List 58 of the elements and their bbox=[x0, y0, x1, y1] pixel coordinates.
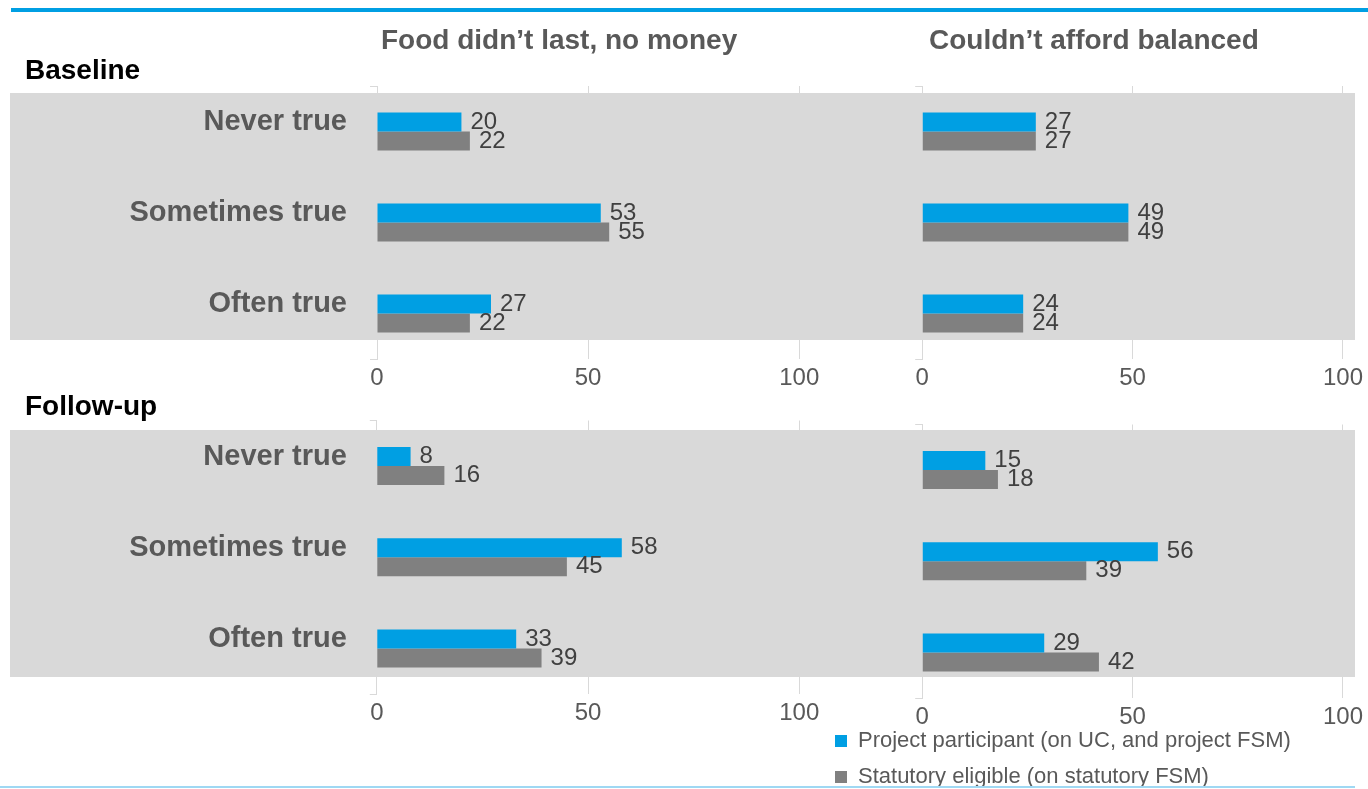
data-label: 16 bbox=[453, 460, 481, 488]
data-label: 42 bbox=[1107, 646, 1135, 674]
y-tick-label: Never true bbox=[203, 104, 347, 136]
bar bbox=[377, 131, 470, 151]
legend-label: Statutory eligible (on statutory FSM) bbox=[858, 763, 1209, 789]
bar bbox=[377, 112, 462, 132]
data-label: 29 bbox=[1053, 627, 1080, 655]
bar bbox=[922, 222, 1129, 242]
bar bbox=[922, 203, 1129, 223]
bar bbox=[377, 466, 445, 486]
x-tick-label: 0 bbox=[915, 702, 929, 730]
data-label: 39 bbox=[550, 642, 578, 670]
y-tick-label: Sometimes true bbox=[129, 195, 347, 227]
text: Baseline bbox=[25, 54, 141, 85]
x-tick-label: 50 bbox=[1119, 363, 1146, 391]
data-label: 8 bbox=[419, 441, 433, 469]
y-tick-label: Never true bbox=[203, 438, 347, 471]
y-tick-label: Often true bbox=[208, 620, 347, 653]
bar bbox=[377, 629, 517, 649]
bar bbox=[377, 203, 601, 223]
bar bbox=[922, 294, 1024, 314]
x-tick-label: 0 bbox=[370, 363, 384, 391]
bar bbox=[377, 447, 411, 467]
bar bbox=[377, 222, 610, 242]
chart-title: Couldn’t afford balanced bbox=[929, 24, 1259, 55]
bar bbox=[922, 542, 1158, 562]
legend-label: Project participant (on UC, and project FSM) bbox=[858, 727, 1291, 753]
data-label: 58 bbox=[630, 532, 658, 560]
bar bbox=[922, 652, 1099, 672]
x-tick-label: 100 bbox=[1322, 702, 1363, 730]
bar bbox=[377, 557, 567, 577]
data-label: 33 bbox=[525, 623, 552, 651]
chart-title: Food didn’t last, no money bbox=[381, 24, 738, 55]
bar bbox=[922, 561, 1087, 581]
bar bbox=[377, 648, 542, 668]
bar bbox=[377, 538, 622, 558]
bar bbox=[377, 294, 491, 314]
data-label: 56 bbox=[1166, 536, 1194, 564]
x-tick-label: 100 bbox=[779, 698, 820, 726]
x-tick-label: 100 bbox=[779, 363, 820, 391]
y-tick-label: Sometimes true bbox=[129, 529, 347, 562]
y-tick-label: Often true bbox=[208, 286, 347, 318]
bar bbox=[922, 470, 998, 490]
x-tick-label: 50 bbox=[574, 363, 602, 391]
data-label: 45 bbox=[575, 551, 603, 579]
data-label: 39 bbox=[1095, 555, 1123, 583]
text: Follow-up bbox=[25, 390, 158, 421]
x-tick-label: 0 bbox=[370, 698, 384, 726]
bar bbox=[922, 313, 1024, 333]
bar bbox=[922, 131, 1036, 151]
bar bbox=[377, 313, 470, 333]
bar bbox=[922, 112, 1036, 132]
x-tick-label: 0 bbox=[915, 363, 929, 391]
bar bbox=[922, 451, 986, 471]
x-tick-label: 100 bbox=[1322, 363, 1363, 391]
x-tick-label: 50 bbox=[574, 698, 602, 726]
bar bbox=[922, 633, 1045, 653]
x-tick-label: 50 bbox=[1119, 702, 1146, 730]
